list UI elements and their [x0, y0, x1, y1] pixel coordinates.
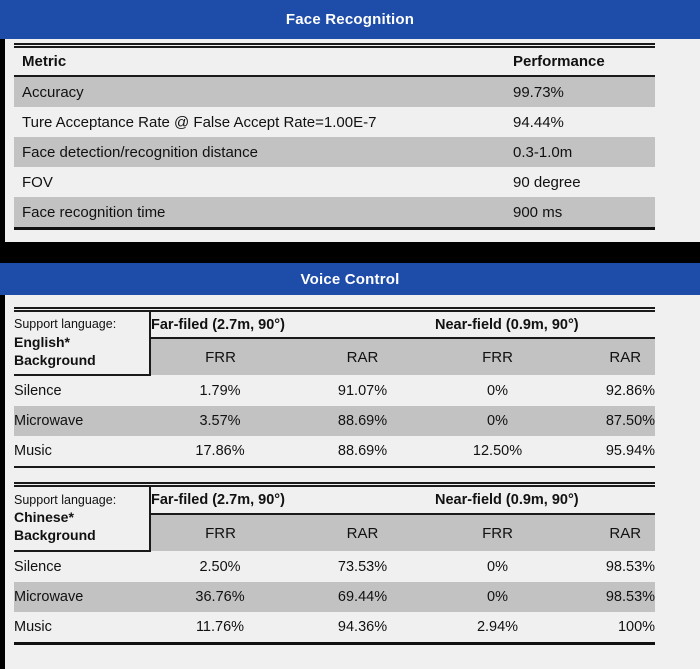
value-cell: 98.53% [605, 589, 656, 605]
metric-cell: Ture Acceptance Rate @ False Accept Rate… [22, 113, 377, 131]
value-cell: 0% [487, 413, 508, 429]
voice-header-row-subcolumns: FRR RAR FRR RAR [14, 513, 656, 551]
far-frr-header: FRR [150, 337, 290, 375]
far-field-header: Far-filed (2.7m, 90°) [151, 492, 285, 508]
value-cell: 36.76% [195, 589, 245, 605]
value-cell: 99.73% [513, 83, 564, 101]
value-cell: 12.50% [472, 443, 523, 459]
value-cell: 0% [487, 558, 508, 575]
row-label: Music [14, 443, 52, 459]
table-spacer [5, 468, 700, 482]
row-label: Silence [14, 383, 62, 399]
near-frr-header: FRR [435, 337, 561, 375]
value-cell: 17.86% [195, 443, 245, 459]
table-row-microwave: Microwave 36.76% 69.44% 0% 98.53% [14, 582, 656, 612]
support-language-label: Support language: [14, 317, 117, 331]
table-row-microwave: Microwave 3.57% 88.69% 0% 87.50% [14, 406, 656, 436]
voice-header-row-subcolumns: FRR RAR FRR RAR [14, 337, 656, 375]
voice-control-panel: Support language: English* Background Fa… [5, 295, 700, 669]
far-field-header: Far-filed (2.7m, 90°) [151, 316, 285, 333]
value-cell: 2.50% [199, 558, 241, 575]
table-row-silence: Silence 2.50% 73.53% 0% 98.53% [14, 551, 655, 582]
far-frr-header: FRR [150, 513, 290, 551]
value-cell: 0% [487, 589, 508, 605]
support-language-label: Support language: [14, 492, 117, 507]
table-row-distance: Face detection/recognition distance 0.3-… [14, 137, 655, 167]
value-cell: 3.57% [199, 413, 241, 429]
table-row-silence: Silence 1.79% 91.07% 0% 92.86% [14, 375, 655, 406]
row-label: Microwave [14, 589, 84, 605]
near-field-header: Near-field (0.9m, 90°) [435, 492, 579, 508]
metric-column-header: Metric [14, 45, 505, 77]
face-recognition-table: Metric Performance Accuracy 99.73% Ture … [14, 43, 655, 230]
table-row-tar: Ture Acceptance Rate @ False Accept Rate… [14, 107, 655, 137]
near-rar-header: RAR [560, 513, 656, 551]
table-row-music: Music 11.76% 94.36% 2.94% 100% [14, 612, 655, 644]
voice-control-title: Voice Control [300, 270, 400, 288]
value-cell: 91.07% [337, 382, 388, 399]
voice-control-banner: Voice Control [0, 263, 700, 295]
face-recognition-panel: Metric Performance Accuracy 99.73% Ture … [5, 39, 700, 242]
metric-cell: Accuracy [22, 83, 84, 101]
value-cell: 95.94% [605, 443, 656, 459]
value-cell: 98.53% [605, 558, 656, 575]
value-cell: 73.53% [337, 558, 388, 575]
value-cell: 94.44% [513, 113, 564, 131]
background-label: Background [14, 351, 96, 368]
support-language-box: Support language: Chinese* Background [14, 484, 151, 552]
value-cell: 88.69% [337, 413, 388, 429]
far-rar-header: RAR [290, 513, 436, 551]
voice-table-chinese: Support language: Chinese* Background Fa… [14, 482, 656, 645]
near-rar-header: RAR [560, 337, 656, 375]
value-cell: 88.69% [337, 443, 388, 459]
value-cell: 11.76% [195, 619, 245, 635]
voice-table-english: Support language: English* Background Fa… [14, 307, 656, 468]
value-cell: 0.3-1.0m [513, 143, 573, 161]
value-cell: 94.36% [337, 619, 388, 635]
background-label: Background [14, 527, 96, 544]
metric-cell: Face detection/recognition distance [22, 143, 258, 161]
face-recognition-banner: Face Recognition [0, 0, 700, 39]
table-row-music: Music 17.86% 88.69% 12.50% 95.94% [14, 436, 655, 467]
face-table-header-row: Metric Performance [14, 45, 655, 77]
support-language-box: Support language: English* Background [14, 309, 151, 376]
table-row-recognition-time: Face recognition time 900 ms [14, 197, 655, 229]
value-cell: 1.79% [199, 382, 241, 399]
voice-header-row-groups: Support language: Chinese* Background Fa… [14, 484, 655, 552]
value-cell: 100% [617, 619, 656, 635]
near-field-header: Near-field (0.9m, 90°) [435, 316, 579, 333]
near-frr-header: FRR [435, 513, 561, 551]
performance-column-header: Performance [505, 45, 655, 77]
metric-cell: FOV [22, 173, 53, 191]
value-cell: 92.86% [605, 382, 656, 399]
face-recognition-title: Face Recognition [285, 11, 415, 28]
row-label: Music [14, 619, 52, 635]
value-cell: 90 degree [513, 173, 581, 191]
far-rar-header: RAR [290, 337, 436, 375]
value-cell: 87.50% [605, 413, 656, 429]
row-label: Silence [14, 559, 62, 575]
voice-header-row-groups: Support language: English* Background Fa… [14, 309, 655, 376]
language-name: English* [14, 333, 71, 350]
value-cell: 69.44% [337, 589, 388, 605]
table-row-accuracy: Accuracy 99.73% [14, 76, 655, 107]
table-row-fov: FOV 90 degree [14, 167, 655, 197]
metric-cell: Face recognition time [22, 203, 166, 221]
row-label: Microwave [14, 413, 84, 429]
language-name: Chinese* [14, 509, 74, 526]
value-cell: 900 ms [513, 203, 563, 221]
section-divider [0, 242, 700, 263]
value-cell: 0% [487, 382, 508, 399]
value-cell: 2.94% [476, 619, 519, 635]
